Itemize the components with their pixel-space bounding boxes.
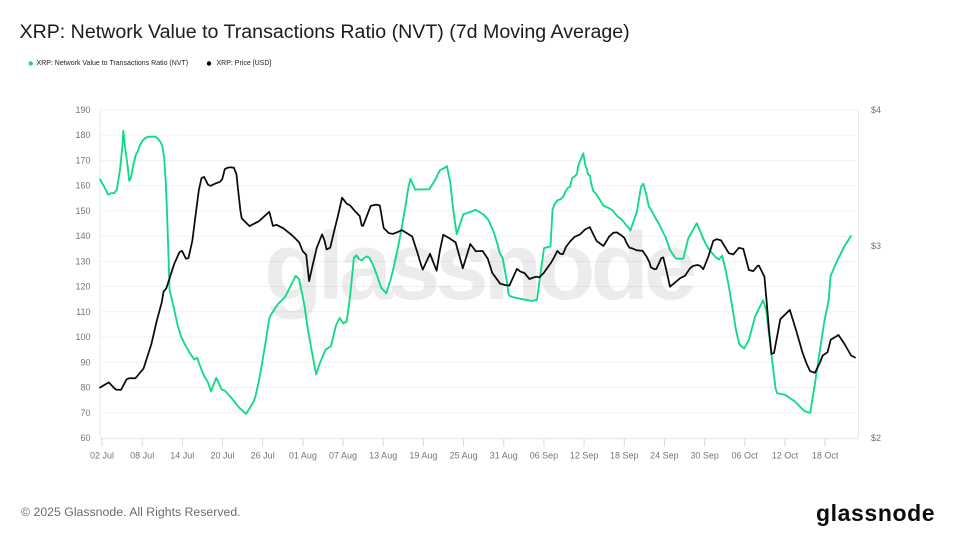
svg-text:25 Aug: 25 Aug	[450, 451, 478, 461]
svg-text:XRP: Network Value to Transact: XRP: Network Value to Transactions Ratio…	[37, 60, 189, 67]
svg-text:30 Sep: 30 Sep	[690, 451, 719, 461]
svg-text:70: 70	[80, 408, 90, 418]
svg-text:19 Aug: 19 Aug	[409, 451, 437, 461]
svg-text:12 Sep: 12 Sep	[570, 451, 599, 461]
svg-text:100: 100	[75, 332, 90, 342]
svg-text:180: 180	[75, 130, 90, 140]
svg-text:60: 60	[80, 433, 90, 443]
svg-text:80: 80	[80, 383, 90, 393]
svg-text:190: 190	[75, 105, 90, 115]
svg-text:02 Jul: 02 Jul	[90, 451, 114, 461]
svg-text:$2: $2	[871, 433, 881, 443]
svg-text:140: 140	[75, 231, 90, 241]
svg-text:12 Oct: 12 Oct	[772, 451, 799, 461]
svg-text:06 Oct: 06 Oct	[732, 451, 759, 461]
svg-text:XRP: Price [USD]: XRP: Price [USD]	[217, 60, 272, 67]
svg-text:170: 170	[75, 156, 90, 166]
svg-text:160: 160	[75, 181, 90, 191]
svg-text:90: 90	[80, 357, 90, 367]
svg-text:20 Jul: 20 Jul	[210, 451, 234, 461]
svg-text:120: 120	[75, 282, 90, 292]
svg-text:18 Sep: 18 Sep	[610, 451, 639, 461]
svg-text:01 Aug: 01 Aug	[289, 451, 317, 461]
svg-text:glassnode: glassnode	[264, 213, 695, 320]
svg-text:26 Jul: 26 Jul	[251, 451, 275, 461]
svg-text:$3: $3	[871, 241, 881, 251]
svg-text:07 Aug: 07 Aug	[329, 451, 357, 461]
svg-text:08 Jul: 08 Jul	[130, 451, 154, 461]
svg-text:130: 130	[75, 256, 90, 266]
svg-text:110: 110	[76, 307, 90, 317]
svg-text:18 Oct: 18 Oct	[812, 451, 839, 461]
svg-text:13 Aug: 13 Aug	[369, 451, 397, 461]
svg-text:24 Sep: 24 Sep	[650, 451, 679, 461]
svg-text:06 Sep: 06 Sep	[530, 451, 559, 461]
svg-text:31 Aug: 31 Aug	[490, 451, 518, 461]
svg-text:$4: $4	[871, 105, 881, 115]
svg-text:14 Jul: 14 Jul	[170, 451, 194, 461]
svg-text:150: 150	[75, 206, 90, 216]
